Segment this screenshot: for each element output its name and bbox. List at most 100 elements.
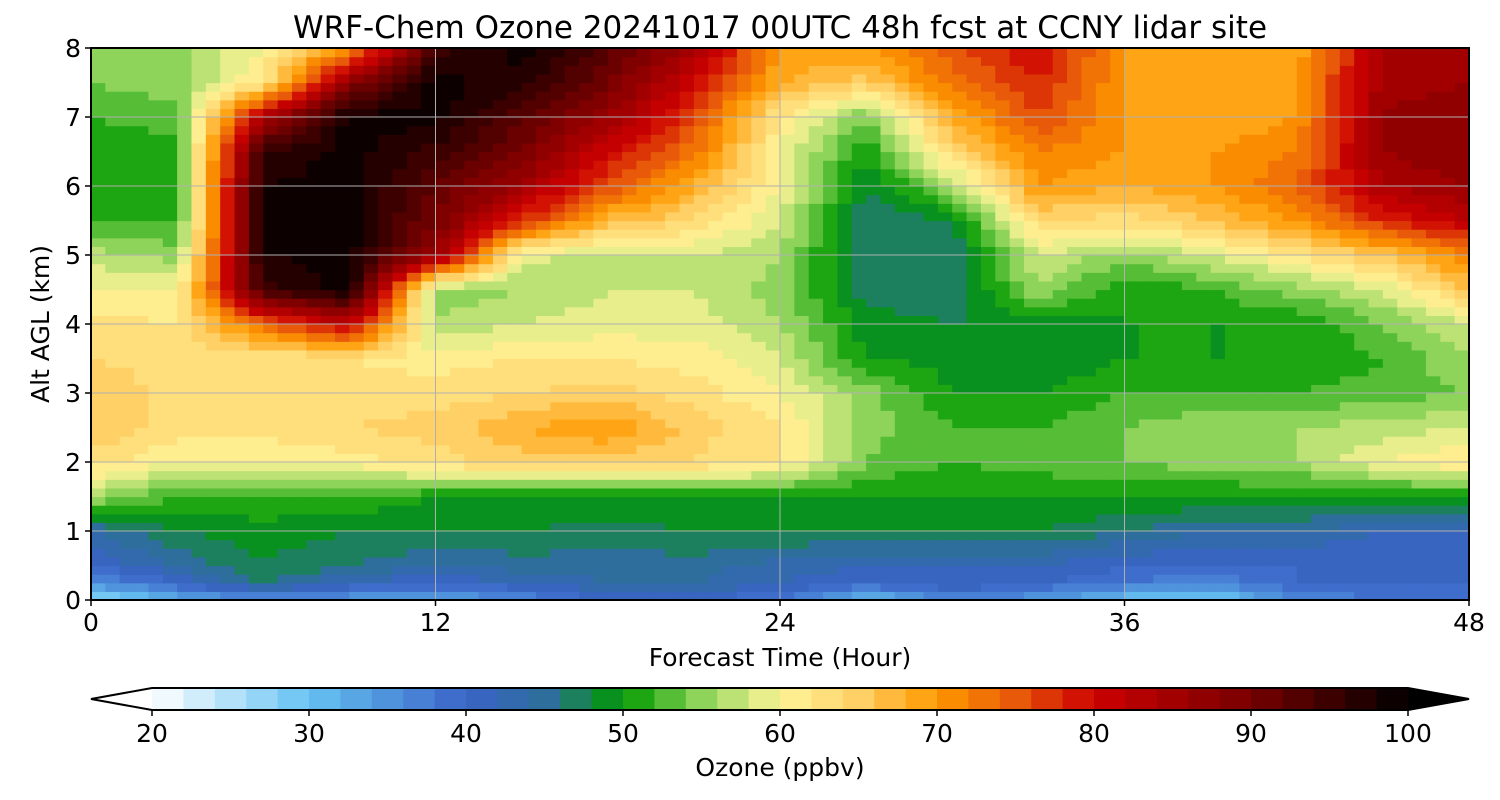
heatmap-cell: [751, 444, 767, 454]
heatmap-cell: [478, 410, 494, 420]
heatmap-cell: [119, 349, 135, 360]
heatmap-cell: [952, 168, 968, 178]
heatmap-cell: [866, 522, 882, 532]
heatmap-cell: [263, 375, 279, 385]
heatmap-cell: [1382, 160, 1398, 170]
heatmap-cell: [134, 565, 150, 575]
heatmap-cell: [363, 177, 379, 187]
heatmap-cell: [191, 272, 207, 282]
heatmap-cell: [248, 151, 264, 161]
heatmap-cell: [952, 487, 968, 498]
heatmap-cell: [1325, 513, 1341, 523]
heatmap-cell: [421, 349, 437, 360]
heatmap-cell: [291, 194, 307, 204]
heatmap-cell: [1224, 410, 1240, 420]
heatmap-cell: [1095, 531, 1111, 541]
heatmap-cell: [851, 168, 867, 178]
heatmap-cell: [464, 315, 480, 325]
heatmap-cell: [335, 375, 350, 385]
heatmap-cell: [1124, 229, 1140, 239]
heatmap-cell: [1425, 280, 1441, 291]
heatmap-cell: [722, 298, 738, 308]
heatmap-cell: [1325, 151, 1341, 161]
heatmap-cell: [1325, 349, 1341, 360]
heatmap-cell: [162, 582, 178, 592]
heatmap-cell: [1052, 168, 1068, 178]
heatmap-cell: [808, 203, 824, 213]
heatmap-cell: [464, 591, 480, 600]
heatmap-cell: [291, 220, 307, 230]
heatmap-cell: [679, 177, 695, 187]
heatmap-cell: [1339, 453, 1355, 463]
heatmap-cell: [435, 298, 451, 308]
heatmap-cell: [1067, 531, 1083, 541]
heatmap-cell: [220, 263, 236, 273]
heatmap-cell: [1325, 203, 1341, 213]
heatmap-cell: [177, 384, 193, 394]
heatmap-cell: [1339, 548, 1355, 558]
heatmap-cell: [435, 418, 451, 429]
heatmap-cell: [1095, 298, 1111, 308]
heatmap-cell: [1167, 531, 1183, 541]
heatmap-cell: [306, 255, 322, 265]
heatmap-cell: [378, 220, 394, 230]
heatmap-cell: [708, 496, 724, 506]
heatmap-cell: [837, 324, 853, 334]
heatmap-cell: [823, 246, 839, 256]
heatmap-cell: [593, 211, 609, 222]
heatmap-cell: [464, 531, 480, 541]
heatmap-cell: [636, 574, 652, 584]
heatmap-cell: [406, 263, 422, 273]
heatmap-cell: [794, 556, 810, 567]
heatmap-cell: [650, 168, 666, 178]
heatmap-cell: [579, 401, 594, 411]
heatmap-cell: [765, 522, 781, 532]
heatmap-cell: [392, 539, 408, 549]
heatmap-cell: [923, 539, 939, 549]
heatmap-cell: [894, 186, 910, 196]
heatmap-cell: [320, 324, 336, 334]
heatmap-cell: [823, 462, 839, 472]
heatmap-cell: [751, 505, 767, 515]
heatmap-cell: [320, 349, 336, 360]
heatmap-cell: [535, 427, 551, 437]
heatmap-cell: [980, 263, 996, 273]
heatmap-cell: [1454, 151, 1469, 161]
heatmap-cell: [722, 436, 738, 446]
heatmap-cell: [1354, 289, 1370, 299]
heatmap-cell: [1311, 539, 1327, 549]
heatmap-cell: [780, 272, 795, 282]
heatmap-cell: [794, 496, 810, 506]
heatmap-cell: [1440, 393, 1456, 403]
heatmap-cell: [535, 522, 551, 532]
heatmap-cell: [837, 522, 853, 532]
heatmap-cell: [1282, 229, 1298, 239]
heatmap-cell: [636, 315, 652, 325]
heatmap-cell: [1081, 410, 1097, 420]
heatmap-cell: [1038, 211, 1054, 222]
heatmap-cell: [1411, 548, 1427, 558]
heatmap-cell: [923, 280, 939, 291]
heatmap-cell: [1339, 229, 1355, 239]
heatmap-cell: [1196, 591, 1212, 600]
heatmap-cell: [1339, 436, 1355, 446]
heatmap-cell: [1368, 237, 1384, 247]
heatmap-cell: [205, 582, 221, 592]
heatmap-cell: [1282, 496, 1298, 506]
heatmap-cell: [1210, 203, 1226, 213]
heatmap-cell: [851, 539, 867, 549]
heatmap-cell: [234, 565, 250, 575]
heatmap-cell: [650, 246, 666, 256]
heatmap-cell: [291, 539, 307, 549]
heatmap-cell: [1268, 582, 1283, 592]
heatmap-cell: [1454, 582, 1469, 592]
heatmap-cell: [119, 556, 135, 567]
heatmap-cell: [1009, 220, 1025, 230]
heatmap-cell: [449, 255, 465, 265]
heatmap-cell: [464, 367, 480, 377]
heatmap-cell: [1081, 177, 1097, 187]
heatmap-cell: [607, 341, 623, 351]
heatmap-cell: [1038, 384, 1054, 394]
heatmap-cell: [1296, 272, 1312, 282]
heatmap-cell: [263, 384, 279, 394]
